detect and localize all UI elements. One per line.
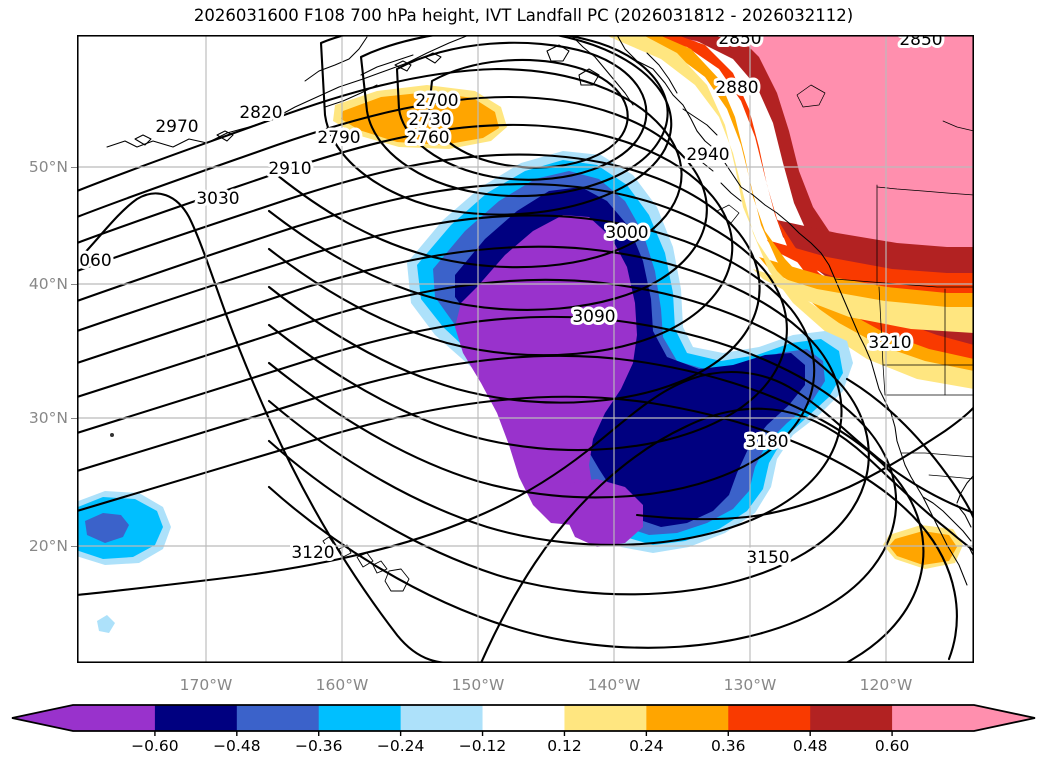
contour-label-halo: 2910	[268, 159, 311, 179]
fill-speck	[110, 433, 114, 437]
contour-label-halo: 3090	[572, 307, 615, 327]
fill-west-patch-small	[97, 615, 115, 633]
colorbar-segment[interactable]	[810, 705, 893, 731]
ytick-mark-50n	[71, 167, 77, 169]
ytick-label-20n: 20°N	[28, 537, 68, 555]
colorbar-tick-label: −0.36	[294, 737, 343, 755]
xtick-label-170w: 170°W	[179, 676, 233, 694]
contour-label-halo: 2940	[686, 145, 729, 165]
ytick-mark-30n	[71, 418, 77, 420]
contour-label-halo: 2790	[317, 128, 360, 148]
colorbar[interactable]: −0.60 −0.48 −0.36 −0.24 −0.12 0.12 0.24 0.36 0.4…	[0, 697, 1047, 765]
colorbar-tick-label: −0.60	[131, 737, 179, 755]
contour-label: 2850	[718, 35, 761, 49]
contour-label-halo: 3150	[746, 548, 789, 568]
colorbar-tick-label: 0.24	[629, 737, 664, 755]
xtick-label-120w: 120°W	[859, 676, 913, 694]
page-title: 2026031600 F108 700 hPa height, IVT Land…	[193, 6, 854, 25]
contour-label: 2970	[155, 117, 198, 137]
colorbar-outline	[11, 704, 1036, 732]
contour-label: 2940	[686, 145, 729, 165]
fill-west-patch-blue	[85, 513, 129, 543]
map-plot-area[interactable]: 2700 2700 2730 2730 2760 2760 2790 2790 2820 2820…	[71, 35, 974, 663]
contour-label-group: 2700270027302730276027602790279028202820…	[77, 35, 946, 571]
colorbar-tick-label: 0.12	[547, 737, 582, 755]
colorbar-tick-label: 0.36	[711, 737, 746, 755]
contour-label: 3060	[77, 251, 112, 271]
contour-label: 2790	[317, 128, 360, 148]
ytick-label-40n: 40°N	[28, 275, 68, 293]
colorbar-tick-label: 0.60	[874, 737, 910, 755]
contour-label-halo: 2850	[899, 35, 942, 50]
gridline-layer	[77, 35, 974, 663]
plot-frame	[77, 35, 974, 663]
contour-label-halo: 3210	[868, 333, 911, 353]
colorbar-segment[interactable]	[154, 705, 238, 731]
colorbar-segments	[12, 705, 1035, 731]
contour-label: 3030	[196, 189, 239, 209]
fill-alaska-orange-patch	[341, 92, 499, 145]
contour-label: 2730	[408, 110, 451, 130]
colorbar-segment[interactable]	[892, 705, 975, 731]
contour-label: 2910	[268, 159, 311, 179]
contour-label: 2760	[406, 128, 449, 148]
fill-positive-yellow-south	[753, 269, 974, 333]
contour-label-halo: 2970	[155, 117, 198, 137]
contour-label-halo: 2700	[415, 91, 458, 111]
contour-label: 3150	[746, 548, 789, 568]
colorbar-segment[interactable]	[400, 705, 483, 731]
xtick-label-130w: 130°W	[723, 676, 777, 694]
contour-label-halo: 2880	[715, 78, 758, 98]
colorbar-tick-label: −0.48	[213, 737, 261, 755]
colorbar-tick-label: −0.12	[458, 737, 507, 755]
xtick-label-140w: 140°W	[587, 676, 641, 694]
ytick-label-50n: 50°N	[28, 158, 68, 176]
colorbar-segment[interactable]	[564, 705, 647, 731]
map-svg: 2700270027302730276027602790279028202820…	[77, 35, 974, 663]
contour-label-halo: 3030	[196, 189, 239, 209]
contour-label-halo: 3060	[77, 251, 112, 271]
ytick-label-30n: 30°N	[28, 409, 68, 427]
colorbar-segment[interactable]	[646, 705, 729, 731]
contour-label: 3000	[605, 223, 648, 243]
xtick-label-150w: 150°W	[451, 676, 505, 694]
colorbar-tickmarks	[154, 731, 893, 736]
contour-label-halo: 3120	[291, 543, 334, 563]
contour-label-halo: 2850	[718, 35, 761, 49]
colorbar-segment[interactable]	[318, 705, 402, 731]
colorbar-segment[interactable]	[728, 705, 811, 731]
colorbar-tick-label: 0.48	[792, 737, 828, 755]
xtick-label-160w: 160°W	[315, 676, 369, 694]
contour-label-halo: 3180	[745, 432, 788, 452]
height-contour-layer	[77, 35, 974, 663]
colorbar-tick-label: −0.24	[376, 737, 425, 755]
contour-label: 2700	[415, 91, 458, 111]
contour-label: 2880	[715, 78, 758, 98]
contour-label: 3180	[745, 432, 788, 452]
contour-label-halo: 2730	[408, 110, 451, 130]
triangle-right-icon	[974, 705, 1035, 731]
contour-label: 3090	[572, 307, 615, 327]
contour-label-halo: 2760	[406, 128, 449, 148]
contour-label-halo: 2820	[239, 103, 282, 123]
ytick-mark-40n	[71, 284, 77, 286]
triangle-left-icon	[12, 705, 73, 731]
contour-label: 3210	[868, 333, 911, 353]
contour-label: 2850	[899, 35, 942, 50]
colorbar-segment[interactable]	[236, 705, 320, 731]
contour-label-halo: 3000	[605, 223, 648, 243]
colorbar-segment[interactable]	[73, 705, 156, 731]
contour-label: 2820	[239, 103, 282, 123]
colorbar-segment[interactable]	[482, 705, 565, 731]
colorbar-border	[11, 704, 1036, 732]
colorbar-svg	[11, 704, 1036, 736]
contour-label: 3120	[291, 543, 334, 563]
ytick-mark-20n	[71, 546, 77, 548]
